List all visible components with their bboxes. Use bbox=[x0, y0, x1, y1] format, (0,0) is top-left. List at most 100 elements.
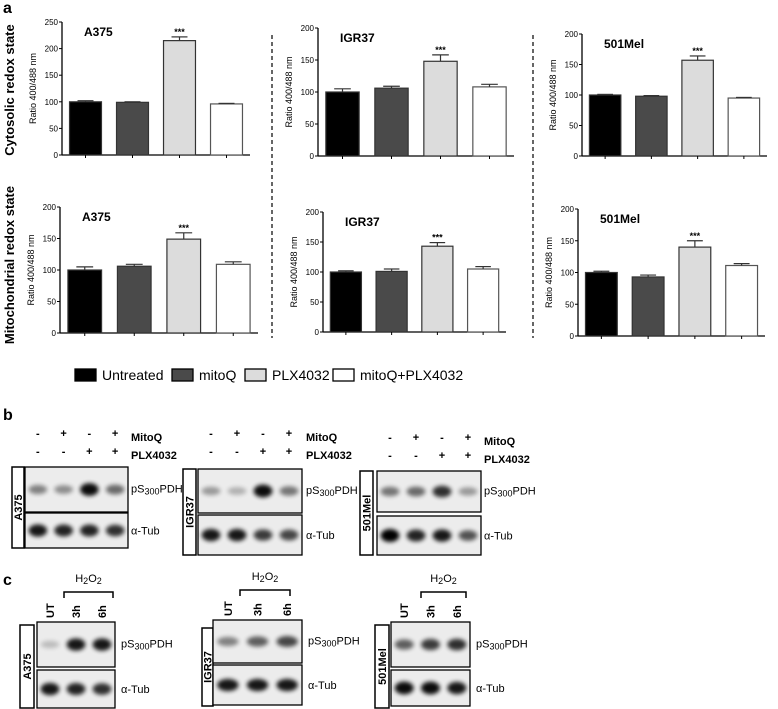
protein-band bbox=[406, 529, 426, 542]
y-tick-label: 0 bbox=[315, 328, 320, 337]
protein-band bbox=[253, 484, 273, 498]
protein-label-pdh: pS300PDH bbox=[121, 639, 173, 652]
lane-label: 6h bbox=[282, 603, 294, 616]
protein-band bbox=[246, 636, 269, 647]
treatment-sign: - bbox=[36, 428, 40, 440]
bar-mitoq-plx4032 bbox=[215, 263, 251, 334]
bar-chart-igr37: 0 50 100 150 200 Ratio 400/488 nm IGR37 *** bbox=[289, 208, 506, 337]
protein-band bbox=[54, 485, 73, 494]
y-tick-label: 0 bbox=[310, 152, 315, 161]
bar-mitoq-plx4032 bbox=[727, 97, 761, 157]
treatment-sign: - bbox=[440, 432, 444, 444]
protein-label-pdh: pS300PDH bbox=[476, 639, 528, 652]
protein-band bbox=[432, 529, 452, 542]
bar-mitoq bbox=[375, 270, 408, 333]
protein-band bbox=[80, 524, 99, 537]
treatment-sign: - bbox=[388, 432, 392, 444]
bar-mitoq-plx4032 bbox=[466, 268, 500, 333]
protein-band bbox=[380, 529, 400, 542]
treatment-sign: - bbox=[88, 428, 92, 440]
western-blot-c-501mel: 501Mel UT 3h 6h H2O2 pS300PDH α-Tub bbox=[374, 573, 528, 709]
y-axis-label: Ratio 400/488 nm bbox=[26, 234, 36, 305]
protein-band bbox=[394, 639, 414, 650]
y-tick-label: 0 bbox=[570, 332, 575, 341]
lane-label: UT bbox=[399, 603, 411, 618]
chart-title: IGR37 bbox=[340, 31, 375, 45]
western-blot-b-501mel: 501Mel - + - + MitoQ - - + + PLX4032 pS300PDH α-Tub bbox=[359, 432, 536, 556]
bar-mitoq bbox=[374, 87, 409, 157]
y-tick-label: 100 bbox=[306, 268, 320, 277]
y-tick-label: 150 bbox=[561, 237, 575, 246]
significance-marker: *** bbox=[178, 223, 189, 233]
row-title-cytosolic: Cytosolic redox state bbox=[2, 24, 17, 156]
y-axis-label: Ratio 400/488 nm bbox=[548, 59, 558, 130]
bar-mitoq bbox=[635, 95, 668, 157]
lane-label: 6h bbox=[97, 605, 109, 618]
treatment-bracket bbox=[420, 591, 467, 598]
protein-label-tubulin: α-Tub bbox=[476, 683, 505, 695]
panel-label-c: c bbox=[3, 572, 12, 589]
treatment-label: MitoQ bbox=[484, 436, 516, 448]
treatment-label: PLX4032 bbox=[484, 454, 530, 466]
protein-band bbox=[394, 681, 414, 695]
cell-line-label-box bbox=[374, 624, 390, 709]
protein-label-tubulin: α-Tub bbox=[308, 680, 337, 692]
chart-title: IGR37 bbox=[345, 215, 380, 229]
protein-band bbox=[458, 487, 478, 496]
bar-chart-501mel: 0 50 100 150 200 Ratio 400/488 nm 501Mel *** bbox=[548, 30, 767, 161]
protein-label-pdh: pS300PDH bbox=[306, 485, 358, 498]
protein-band bbox=[66, 638, 86, 651]
bar-plx4032 bbox=[162, 40, 197, 156]
y-tick-label: 200 bbox=[561, 205, 575, 214]
protein-band bbox=[80, 483, 99, 496]
legend: Untreated mitoQ PLX4032 mitoQ+PLX4032 bbox=[74, 367, 463, 383]
y-tick-label: 100 bbox=[301, 88, 315, 97]
protein-band bbox=[380, 486, 400, 497]
protein-label-tubulin: α-Tub bbox=[121, 684, 150, 696]
protein-band bbox=[201, 528, 221, 542]
y-tick-label: 50 bbox=[310, 298, 319, 307]
bar-mitoq bbox=[115, 101, 150, 156]
chart-title: 501Mel bbox=[600, 212, 640, 226]
protein-band bbox=[458, 530, 478, 541]
western-blot-c-igr37: IGR37 UT 3h 6h H2O2 pS300PDH α-Tub bbox=[201, 571, 360, 707]
treatment-sign: - bbox=[209, 446, 213, 458]
y-tick-label: 250 bbox=[45, 18, 59, 27]
y-tick-label: 50 bbox=[49, 124, 58, 133]
treatment-sign: + bbox=[439, 450, 445, 462]
row-title-mitochondrial: Mitochondrial redox state bbox=[2, 186, 17, 344]
cell-line-label: A375 bbox=[22, 653, 34, 679]
treatment-sign: + bbox=[112, 446, 118, 458]
protein-label-tubulin: α-Tub bbox=[131, 526, 160, 538]
protein-band bbox=[40, 640, 60, 649]
protein-band bbox=[432, 485, 452, 498]
protein-band bbox=[105, 484, 125, 495]
protein-band bbox=[276, 636, 298, 647]
y-tick-label: 50 bbox=[47, 298, 56, 307]
treatment-sign: - bbox=[62, 446, 66, 458]
western-blot-b-igr37: IGR37 - + - + MitoQ - - + + PLX4032 pS300PDH α-Tub bbox=[182, 428, 358, 556]
lane-label: 6h bbox=[452, 605, 464, 618]
legend-label: Untreated bbox=[102, 367, 163, 383]
cell-line-label: IGR37 bbox=[203, 651, 215, 683]
y-tick-label: 150 bbox=[565, 61, 579, 70]
bar-mitoq-plx4032 bbox=[472, 86, 507, 157]
protein-band bbox=[227, 487, 247, 495]
protein-band bbox=[28, 524, 48, 537]
y-tick-label: 50 bbox=[569, 122, 578, 131]
legend-label: PLX4032 bbox=[272, 367, 330, 383]
protein-band bbox=[28, 484, 48, 495]
significance-marker: *** bbox=[435, 45, 446, 55]
bar-untreated bbox=[329, 271, 363, 333]
treatment-sign: + bbox=[260, 446, 266, 458]
y-tick-label: 200 bbox=[306, 208, 320, 217]
bar-plx4032 bbox=[166, 238, 202, 334]
treatment-label: H2O2 bbox=[430, 573, 457, 586]
cell-line-label-box bbox=[11, 466, 25, 549]
protein-band bbox=[92, 638, 112, 651]
treatment-bracket bbox=[63, 591, 114, 598]
protein-band bbox=[421, 681, 440, 695]
chart-title: A375 bbox=[82, 210, 111, 224]
cell-line-label: 501Mel bbox=[362, 495, 374, 532]
